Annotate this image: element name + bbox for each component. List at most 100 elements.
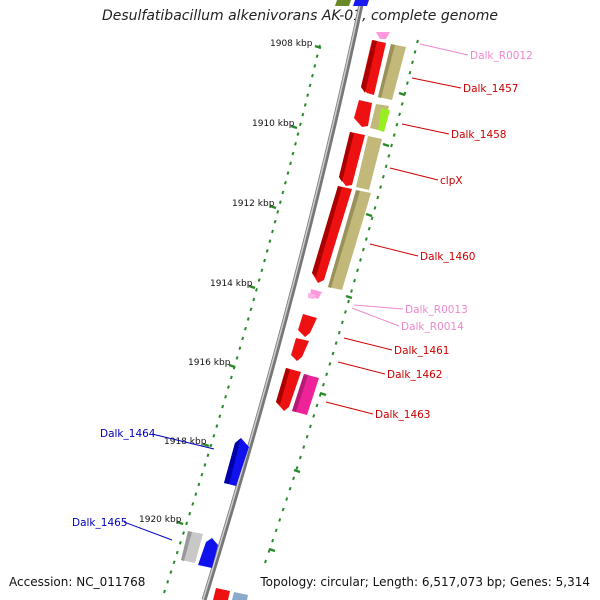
minor-tick (306, 93, 310, 97)
minor-tick (296, 132, 300, 136)
feature-label-dalk_1457[interactable]: Dalk_1457 (463, 83, 519, 95)
minor-tick (347, 299, 350, 304)
gene-arrow-r0012[interactable] (376, 32, 390, 39)
genome-summary-text: Topology: circular; Length: 6,517,073 bp… (260, 575, 590, 589)
minor-tick (188, 511, 192, 516)
label-leader-line (151, 433, 215, 450)
minor-tick (315, 403, 319, 408)
minor-tick (340, 320, 344, 325)
minor-tick (197, 482, 201, 487)
feature-label-dalk_1462[interactable]: Dalk_1462 (387, 369, 443, 381)
minor-tick (416, 39, 419, 44)
gene-arrow-1465[interactable] (198, 538, 218, 568)
label-leader-line (369, 243, 419, 257)
major-tick (269, 204, 277, 210)
gene-block-clpx-olive[interactable] (356, 136, 382, 190)
feature-label-clpx[interactable]: clpX (440, 175, 463, 187)
minor-tick (206, 453, 210, 458)
partial-gene-top[interactable] (353, 0, 369, 6)
minor-tick (298, 122, 302, 127)
gene-arrow-1460[interactable] (312, 186, 352, 283)
kbp-tick-label: 1916 kbp (188, 358, 231, 368)
label-leader-line (419, 43, 469, 56)
minor-tick (392, 133, 396, 137)
minor-tick (408, 70, 412, 75)
major-tick (290, 124, 298, 130)
label-leader-line (337, 361, 386, 375)
feature-label-dalk_1458[interactable]: Dalk_1458 (451, 129, 507, 141)
gene-arrow-1458[interactable] (354, 100, 372, 127)
minor-tick (263, 258, 267, 263)
minor-tick (289, 161, 292, 166)
major-tick (293, 468, 301, 474)
minor-tick (288, 486, 292, 491)
minor-tick (238, 346, 242, 351)
minor-tick (350, 289, 353, 293)
gene-arrow-1463[interactable] (276, 368, 301, 411)
minor-tick (411, 60, 414, 65)
feature-label-dalk_1464[interactable]: Dalk_1464 (100, 428, 156, 440)
minor-tick (273, 219, 277, 224)
label-leader-line (401, 123, 450, 135)
minor-tick (395, 122, 399, 127)
minor-tick (229, 375, 233, 380)
minor-tick (172, 560, 176, 565)
label-leader-line (123, 521, 173, 541)
feature-label-dalk_r0014[interactable]: Dalk_R0014 (401, 321, 464, 333)
minor-tick (334, 341, 338, 345)
partial-gene-bottom[interactable] (213, 588, 230, 600)
minor-tick (302, 445, 306, 449)
minor-tick (322, 382, 325, 387)
gene-arrow-1462[interactable] (291, 338, 309, 361)
feature-label-dalk_1463[interactable]: Dalk_1463 (375, 409, 431, 421)
partial-gene-top[interactable] (335, 0, 351, 6)
feature-label-dalk_r0013[interactable]: Dalk_R0013 (405, 304, 468, 316)
partial-gene-bottom[interactable] (232, 592, 248, 600)
minor-tick (361, 247, 365, 252)
major-tick (228, 363, 236, 369)
minor-tick (278, 518, 282, 522)
minor-tick (178, 541, 182, 545)
minor-tick (294, 142, 297, 146)
gene-arrow-r0014[interactable] (308, 293, 316, 299)
major-tick (202, 442, 210, 448)
label-leader-line (389, 167, 439, 181)
minor-tick (166, 579, 170, 584)
feature-label-dalk_1461[interactable]: Dalk_1461 (394, 345, 450, 357)
minor-tick (281, 190, 285, 195)
minor-tick (291, 151, 295, 156)
gene-block-1457-olive[interactable] (378, 44, 406, 100)
minor-tick (163, 589, 166, 594)
minor-tick (337, 330, 341, 335)
minor-tick (218, 414, 222, 419)
minor-tick (311, 73, 314, 78)
major-tick (365, 212, 373, 218)
minor-tick (194, 492, 198, 496)
minor-tick (235, 356, 239, 360)
major-tick (268, 547, 276, 553)
feature-label-dalk_1465[interactable]: Dalk_1465 (72, 517, 128, 529)
gene-block-1460-olive[interactable] (328, 190, 371, 290)
minor-tick (359, 258, 362, 262)
minor-tick (185, 521, 189, 526)
minor-tick (249, 307, 253, 312)
feature-label-dalk_r0012[interactable]: Dalk_R0012 (470, 50, 533, 62)
minor-tick (255, 287, 258, 292)
gene-block-1458-lime[interactable] (378, 108, 390, 132)
feature-label-dalk_1460[interactable]: Dalk_1460 (420, 251, 476, 263)
gene-block-1463-magenta[interactable] (292, 374, 319, 415)
minor-tick (292, 476, 296, 481)
major-tick (176, 520, 184, 526)
minor-tick (390, 143, 394, 148)
minor-tick (370, 216, 374, 221)
minor-tick (313, 64, 317, 68)
gene-arrow-clpx[interactable] (339, 132, 365, 186)
minor-tick (305, 434, 309, 439)
minor-tick (376, 195, 380, 200)
backbone-line (201, 0, 365, 600)
minor-tick (221, 404, 225, 409)
label-leader-line (353, 304, 404, 310)
minor-tick (283, 180, 287, 185)
gene-arrow-1461[interactable] (298, 314, 317, 337)
